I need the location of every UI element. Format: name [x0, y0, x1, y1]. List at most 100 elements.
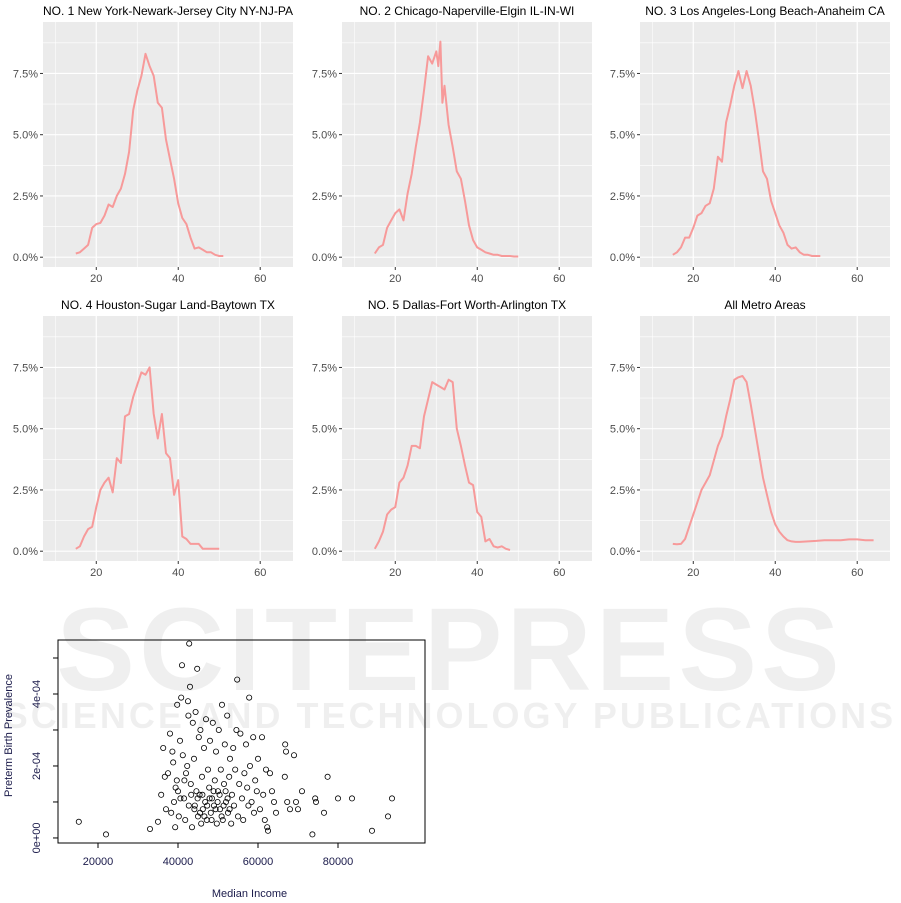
data-point: [264, 827, 271, 834]
data-point: [199, 806, 206, 813]
data-point: [388, 795, 395, 802]
facet-panel: 20 40 60 0.0% 2.5% 5.0% 7.5% All Metro Areas: [610, 298, 890, 579]
data-point: [248, 799, 255, 806]
data-point: [188, 791, 195, 798]
data-point: [154, 818, 161, 825]
data-point: [254, 755, 261, 762]
facet-panel: 20 40 60 0.0% 2.5% 5.0% 7.5% NO. 2 Chicago-Nape…: [312, 4, 592, 285]
data-point: [384, 813, 391, 820]
data-point: [179, 752, 186, 759]
data-point: [266, 770, 273, 777]
data-point: [233, 727, 240, 734]
facet-panel: 20 40 60 0.0% 2.5% 5.0% 7.5% NO. 4 Houston-Suga…: [13, 298, 293, 579]
data-point: [187, 781, 194, 788]
panel-background: [640, 22, 890, 267]
data-point: [202, 799, 209, 806]
data-point: [214, 799, 221, 806]
data-point: [172, 784, 179, 791]
data-point: [197, 727, 204, 734]
plot-box: [57, 639, 426, 844]
data-point: [260, 791, 267, 798]
y-tick-label: 5.0%: [610, 130, 635, 142]
x-tick-label: 20: [687, 567, 699, 579]
data-point: [177, 795, 184, 802]
data-point: [206, 737, 213, 744]
data-point: [312, 799, 319, 806]
data-point: [160, 745, 167, 752]
x-axis-label: Median Income: [212, 888, 287, 900]
data-point: [206, 784, 213, 791]
data-point: [245, 802, 252, 809]
data-point: [250, 734, 257, 741]
data-point: [158, 791, 165, 798]
data-point: [202, 716, 209, 723]
data-point: [221, 741, 228, 748]
data-point: [194, 665, 201, 672]
data-point: [218, 813, 225, 820]
y-tick-label: 0.0%: [13, 252, 38, 264]
data-point: [194, 813, 201, 820]
x-tick-label: 40: [172, 567, 184, 579]
data-point: [234, 676, 241, 683]
y-tick-label: 0.0%: [610, 252, 635, 264]
data-point: [195, 734, 202, 741]
density-line: [75, 366, 220, 550]
data-point: [256, 806, 263, 813]
y-tick-label: 2.5%: [610, 485, 635, 497]
data-point: [222, 788, 229, 795]
data-point: [238, 795, 245, 802]
data-point: [196, 791, 203, 798]
x-tick-label: 60: [254, 273, 266, 285]
data-point: [226, 755, 233, 762]
y-axis-label: Preterm Birth Prevalence: [3, 674, 15, 797]
y-tick-label: 4e-04: [31, 680, 43, 708]
x-tick-label: 80000: [323, 856, 354, 868]
data-point: [192, 709, 199, 716]
data-point: [184, 763, 191, 770]
y-tick-label: 7.5%: [13, 362, 38, 374]
panel-title: NO. 2 Chicago-Naperville-Elgin IL-IN-WI: [360, 4, 575, 18]
data-point: [215, 727, 222, 734]
data-point: [103, 831, 110, 838]
data-point: [282, 748, 289, 755]
data-point: [180, 795, 187, 802]
data-point: [252, 777, 259, 784]
data-point: [182, 770, 189, 777]
data-point: [228, 791, 235, 798]
data-point: [146, 826, 153, 833]
data-point: [250, 809, 257, 816]
data-point: [174, 701, 181, 708]
data-point: [206, 795, 213, 802]
x-tick-label: 20: [389, 273, 401, 285]
facet-panel: 20 40 60 0.0% 2.5% 5.0% 7.5% NO. 5 Dallas-Fort …: [312, 298, 592, 579]
data-point: [198, 820, 205, 827]
data-point: [228, 820, 235, 827]
data-point: [214, 788, 221, 795]
data-point: [234, 813, 241, 820]
data-point: [199, 791, 206, 798]
scitepress-watermark: SCITEPRESS SCIENCE AND TECHNOLOGY PUBLIC…: [4, 584, 893, 736]
y-tick-label: 2.5%: [312, 485, 337, 497]
data-point: [168, 809, 175, 816]
panel-background: [342, 316, 592, 561]
data-point: [286, 806, 293, 813]
data-point: [173, 777, 180, 784]
data-point: [172, 824, 179, 831]
data-point: [170, 759, 177, 766]
y-tick-label: 5.0%: [13, 424, 38, 436]
y-tick-label: 2.5%: [312, 191, 337, 203]
data-point: [220, 781, 227, 788]
data-point: [208, 795, 215, 802]
data-point: [312, 795, 319, 802]
data-point: [284, 799, 291, 806]
data-point: [182, 817, 189, 824]
y-tick-label: 0.0%: [610, 546, 635, 558]
data-point: [242, 741, 249, 748]
data-point: [190, 755, 197, 762]
data-point: [348, 795, 355, 802]
data-point: [178, 694, 185, 701]
data-point: [189, 719, 196, 726]
data-point: [212, 748, 219, 755]
data-point: [181, 777, 188, 784]
